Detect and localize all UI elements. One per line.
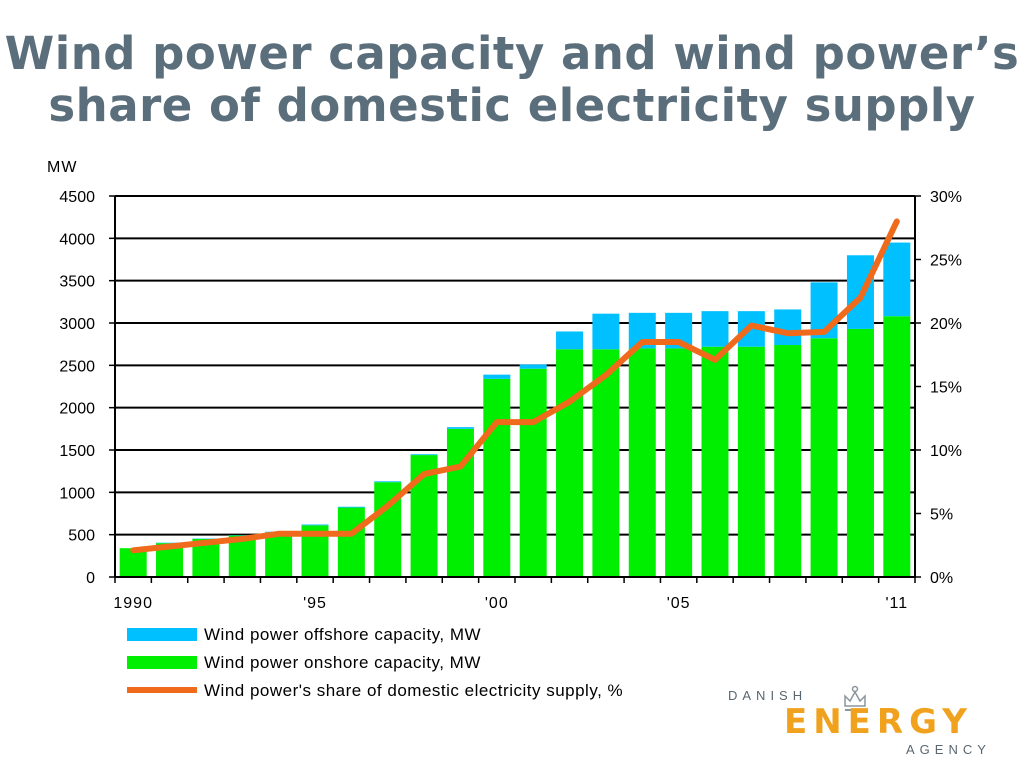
bar-offshore: [592, 313, 620, 350]
danish-energy-agency-logo: DANISH ENERGY AGENCY: [700, 684, 1000, 764]
x-tick-label: '11: [885, 595, 908, 612]
bar-onshore: [810, 338, 838, 577]
left-tick-label: 4500: [59, 189, 95, 206]
bar-onshore: [483, 378, 511, 577]
right-tick-label: 15%: [930, 380, 962, 397]
bar-onshore: [265, 532, 293, 577]
share-line-layer: [130, 218, 900, 554]
bar-onshore: [774, 345, 802, 577]
legend-label: Wind power onshore capacity, MW: [204, 653, 481, 672]
slide-title: Wind power capacity and wind power’s sha…: [4, 27, 1020, 132]
left-tick-label: 3500: [59, 274, 95, 291]
legend-label: Wind power offshore capacity, MW: [204, 625, 481, 644]
legend: Wind power offshore capacity, MW Wind pow…: [127, 625, 623, 700]
x-tick-label: '00: [485, 595, 509, 612]
bars: [119, 242, 911, 577]
left-tick-label: 1500: [59, 443, 95, 460]
left-tick-label: 4000: [59, 231, 95, 248]
bar-offshore: [701, 311, 729, 347]
x-tick-label: '95: [303, 595, 327, 612]
right-tick-label: 30%: [930, 189, 962, 206]
bar-onshore: [701, 346, 729, 577]
left-tick-label: 500: [68, 528, 95, 545]
bar-onshore: [519, 368, 547, 577]
right-tick-label: 5%: [930, 507, 953, 524]
right-tick-label: 0%: [930, 570, 953, 587]
bar-offshore: [446, 427, 474, 429]
left-tick-label: 2000: [59, 401, 95, 418]
tick-labels: 0 500 1000 1500 2000 2500 3000 3500 4000 4500 MW 0%…: [47, 159, 962, 612]
bar-offshore: [883, 242, 911, 317]
left-axis-unit: MW: [47, 159, 77, 176]
bar-onshore: [665, 348, 693, 577]
legend-label: Wind power's share of domestic electrici…: [204, 681, 623, 700]
axes: [109, 195, 921, 583]
bar-offshore: [556, 331, 584, 350]
bar-offshore: [774, 309, 802, 346]
bar-onshore: [883, 316, 911, 577]
bar-onshore: [337, 507, 365, 577]
bar-onshore: [556, 349, 584, 577]
bar-offshore: [519, 364, 547, 369]
legend-swatch: [127, 656, 197, 669]
crown-icon: [844, 685, 866, 711]
bar-offshore: [301, 524, 329, 526]
left-tick-label: 0: [86, 570, 95, 587]
logo-line-danish: DANISH: [728, 688, 808, 703]
share-line: [130, 218, 900, 554]
bar-onshore: [737, 346, 765, 577]
bar-offshore: [483, 374, 511, 379]
right-tick-label: 25%: [930, 253, 962, 270]
right-tick-label: 10%: [930, 443, 962, 460]
bar-offshore: [374, 481, 402, 483]
right-tick-label: 20%: [930, 316, 962, 333]
x-tick-label: 1990: [113, 595, 153, 612]
bar-offshore: [337, 506, 365, 508]
logo-line-energy: ENERGY: [784, 702, 973, 742]
left-tick-label: 2500: [59, 358, 95, 375]
x-tick-label: '05: [667, 595, 691, 612]
left-tick-label: 3000: [59, 316, 95, 333]
left-tick-label: 1000: [59, 485, 95, 502]
legend-swatch: [127, 628, 197, 641]
bar-onshore: [628, 348, 656, 577]
bar-onshore: [846, 328, 874, 577]
logo-line-agency: AGENCY: [906, 742, 991, 757]
bar-offshore: [410, 454, 438, 456]
bar-onshore: [592, 349, 620, 577]
